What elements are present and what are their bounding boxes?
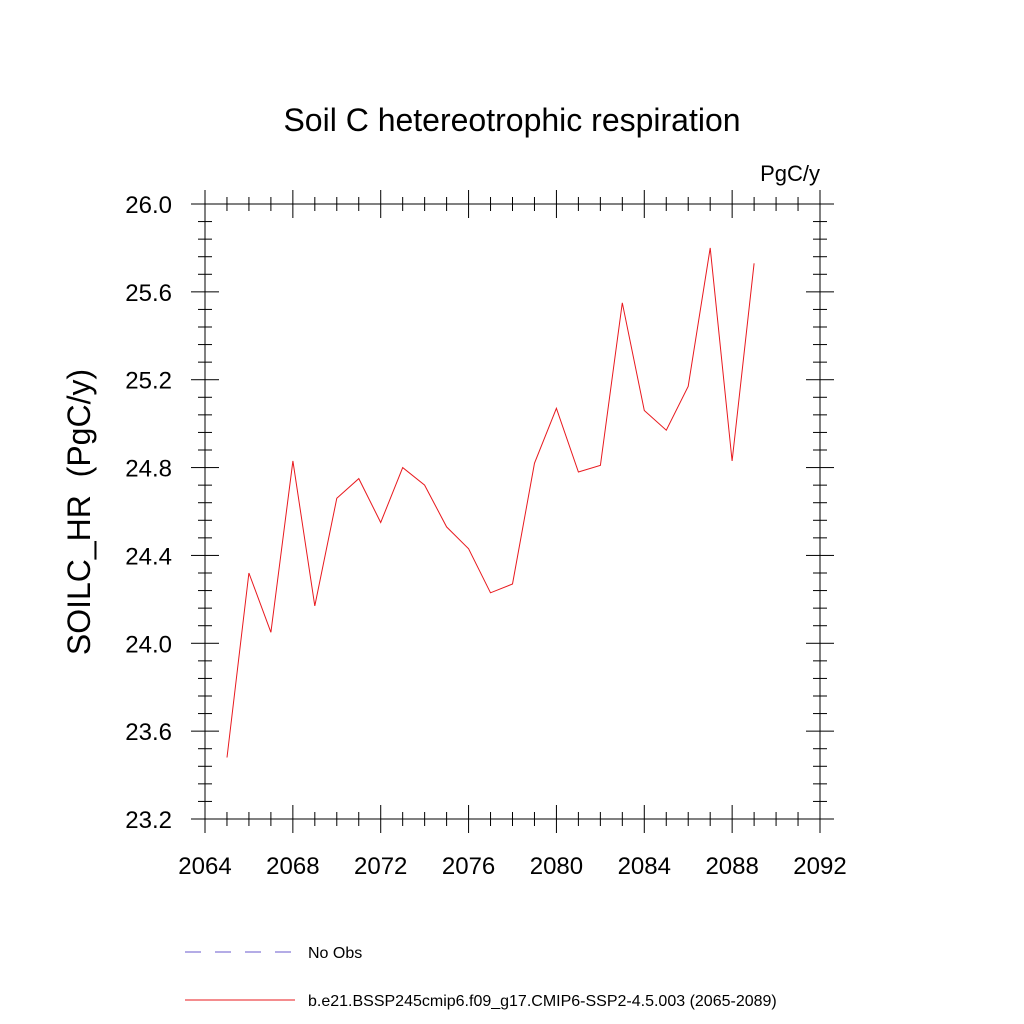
legend: No Obs b.e21.BSSP245cmip6.f09_g17.CMIP6-S… — [185, 945, 777, 1010]
x-tick-label: 2068 — [266, 853, 319, 880]
units-label: PgC/y — [760, 161, 820, 186]
x-tick-label: 2064 — [178, 853, 231, 880]
y-tick-label: 24.4 — [125, 543, 172, 570]
y-tick-label: 24.8 — [125, 456, 172, 483]
legend-label: b.e21.BSSP245cmip6.f09_g17.CMIP6-SSP2-4.… — [308, 993, 777, 1010]
y-axis-ticks: 23.2 23.6 24.0 24.4 24.8 25.2 25.6 26.0 — [125, 192, 834, 834]
x-tick-label: 2084 — [618, 853, 671, 880]
y-tick-label: 26.0 — [125, 192, 172, 219]
y-tick-label: 24.0 — [125, 631, 172, 658]
x-axis-ticks: 2064 2068 2072 2076 2080 2084 2088 2092 — [178, 190, 847, 880]
x-tick-label: 2072 — [354, 853, 407, 880]
x-tick-label: 2092 — [793, 853, 846, 880]
plot-border — [204, 203, 821, 820]
series-line — [226, 247, 755, 758]
y-tick-label: 23.2 — [125, 807, 172, 834]
x-tick-label: 2088 — [705, 853, 758, 880]
y-tick-label: 23.6 — [125, 719, 172, 746]
chart-title: Soil C hetereotrophic respiration — [283, 102, 740, 138]
x-tick-label: 2080 — [530, 853, 583, 880]
plot-frame — [204, 203, 821, 820]
y-tick-label: 25.2 — [125, 368, 172, 395]
y-tick-label: 25.6 — [125, 280, 172, 307]
y-axis-label: SOILC_HR (PgC/y) — [61, 369, 97, 655]
x-tick-label: 2076 — [442, 853, 495, 880]
legend-label: No Obs — [308, 945, 362, 962]
series-layer — [226, 247, 755, 758]
